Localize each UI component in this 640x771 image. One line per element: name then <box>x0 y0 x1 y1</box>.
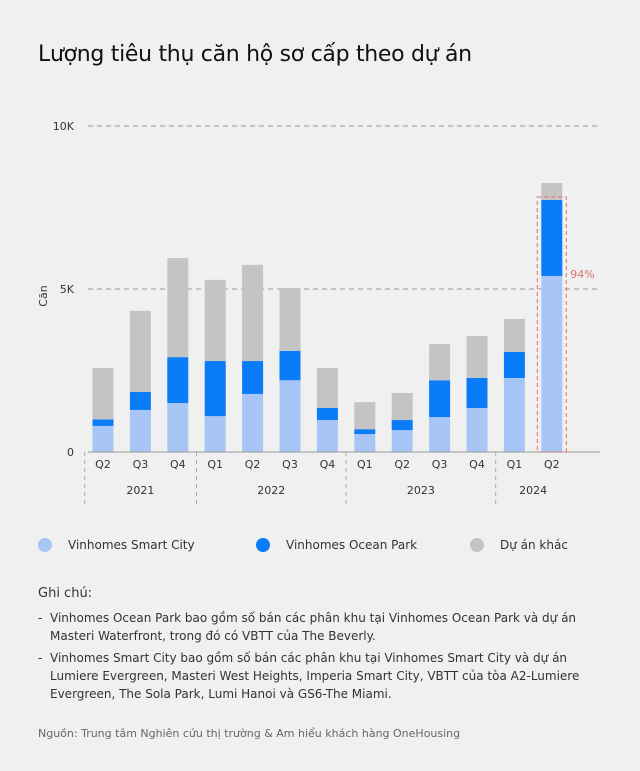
x-tick-label: Q2 <box>245 458 261 471</box>
x-tick-label: Q1 <box>357 458 373 471</box>
legend-label: Vinhomes Ocean Park <box>286 538 418 552</box>
x-tick-label: Q2 <box>95 458 111 471</box>
bar-segment-smart-city <box>129 409 151 452</box>
x-tick-label: Q3 <box>432 458 448 471</box>
bar-segment-ocean-park <box>204 361 226 417</box>
bar-segment-other <box>92 367 114 420</box>
bar-segment-other <box>167 258 189 358</box>
bar-segment-other <box>279 288 301 351</box>
bar-segment-smart-city <box>92 425 114 452</box>
annotation-box <box>536 196 567 453</box>
y-tick-label: 10K <box>53 120 75 133</box>
bar-segment-other <box>503 318 525 352</box>
x-tick-label: Q2 <box>394 458 410 471</box>
note-item: - Vinhomes Smart City bao gồm số bán các … <box>38 649 598 703</box>
bar-segment-ocean-park <box>354 429 376 435</box>
bar-segment-smart-city <box>167 403 189 452</box>
bar-segment-smart-city <box>354 434 376 452</box>
bar-segment-smart-city <box>466 407 488 452</box>
bar-segment-other <box>466 335 488 378</box>
x-tick-label: Q3 <box>282 458 298 471</box>
notes-heading: Ghi chú: <box>38 586 93 601</box>
bar-segment-other <box>204 279 226 362</box>
bar-segment-ocean-park <box>466 377 488 408</box>
legend-item-ocean-park: Vinhomes Ocean Park <box>256 538 417 552</box>
legend-item-other: Dự án khác <box>470 538 568 552</box>
legend-label: Dự án khác <box>500 538 568 552</box>
year-label: 2022 <box>257 484 285 497</box>
bar-segment-ocean-park <box>92 419 114 426</box>
note-item: - Vinhomes Ocean Park bao gồm số bán các … <box>38 609 598 645</box>
source-note: Nguồn: Trung tâm Nghiên cứu thị trường &… <box>38 727 461 740</box>
y-tick-label: 5K <box>60 283 75 296</box>
chart-title: Lượng tiêu thụ căn hộ sơ cấp theo dự án <box>38 42 472 67</box>
bar-segment-smart-city <box>279 380 301 452</box>
bar-segment-other <box>541 183 563 201</box>
bar-segment-ocean-park <box>279 350 301 381</box>
bar-segment-ocean-park <box>167 357 189 404</box>
bar-segment-smart-city <box>503 377 525 452</box>
year-label: 2021 <box>126 484 154 497</box>
year-label: 2024 <box>519 484 547 497</box>
legend-label: Vinhomes Smart City <box>68 538 195 552</box>
y-axis-label: Căn <box>37 285 50 306</box>
bar-segment-ocean-park <box>391 420 413 431</box>
bar-segment-other <box>354 402 376 430</box>
x-tick-label: Q4 <box>170 458 186 471</box>
bar-segment-ocean-park <box>541 200 563 276</box>
bar-segment-smart-city <box>429 417 451 452</box>
bar-segment-ocean-park <box>503 351 525 378</box>
bar-segment-ocean-park <box>242 361 264 394</box>
legend-swatch <box>38 538 52 552</box>
bar-segment-ocean-park <box>429 380 451 418</box>
year-label: 2023 <box>407 484 435 497</box>
bar-segment-smart-city <box>242 393 264 452</box>
legend-swatch <box>470 538 484 552</box>
bar-segment-ocean-park <box>316 407 338 421</box>
note-text: Vinhomes Smart City bao gồm số bán các p… <box>50 651 580 701</box>
bar-segment-ocean-park <box>129 392 151 410</box>
bar-segment-smart-city <box>204 416 226 452</box>
bar-segment-other <box>242 264 264 362</box>
bar-segment-smart-city <box>316 420 338 452</box>
x-tick-label: Q3 <box>133 458 149 471</box>
x-tick-label: Q1 <box>207 458 223 471</box>
x-tick-label: Q4 <box>469 458 485 471</box>
x-tick-label: Q4 <box>320 458 336 471</box>
x-tick-label: Q1 <box>507 458 523 471</box>
bar-segment-other <box>316 367 338 408</box>
notes: Ghi chú: - Vinhomes Ocean Park bao gồm số… <box>38 585 598 707</box>
legend-item-smart-city: Vinhomes Smart City <box>38 538 195 552</box>
bar-segment-other <box>391 392 413 421</box>
bar-segment-other <box>429 344 451 381</box>
annotation-label: 94% <box>570 268 594 281</box>
stacked-bar-chart: 0 5K 10K Căn Q2 Q3 Q4 Q1 Q2 Q3 Q4 Q1 Q2 Q3 Q4 Q1 Q2 2021 2… <box>37 120 600 505</box>
bar-segment-other <box>129 310 151 393</box>
y-tick-label: 0 <box>67 446 74 459</box>
bar-segment-smart-city <box>541 275 563 452</box>
bar-segment-smart-city <box>391 430 413 452</box>
legend-swatch <box>256 538 270 552</box>
x-tick-label: Q2 <box>544 458 560 471</box>
note-text: Vinhomes Ocean Park bao gồm số bán các p… <box>50 611 577 643</box>
